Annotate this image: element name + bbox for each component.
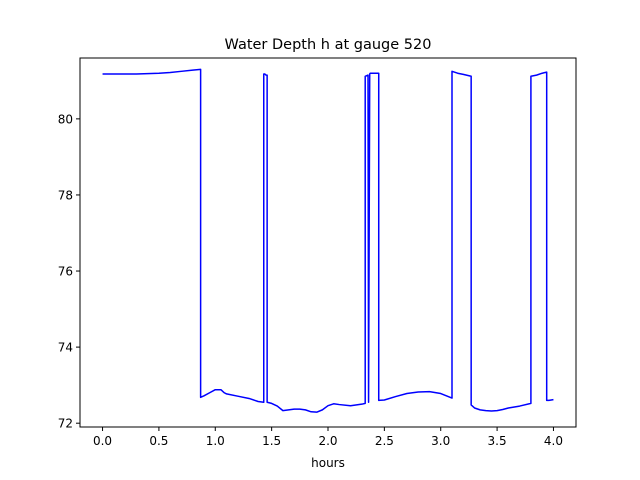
y-axis: 72 74 76 78 80 bbox=[58, 112, 80, 431]
x-tick-label: 3.0 bbox=[431, 434, 450, 448]
y-tick-label: 74 bbox=[58, 341, 73, 355]
y-tick-label: 76 bbox=[58, 265, 73, 279]
x-tick-label: 0.5 bbox=[149, 434, 168, 448]
x-axis-label: hours bbox=[311, 456, 345, 470]
plot-background bbox=[80, 58, 576, 427]
x-tick-label: 2.0 bbox=[318, 434, 337, 448]
y-tick-label: 78 bbox=[58, 188, 73, 202]
x-tick-label: 2.5 bbox=[375, 434, 394, 448]
chart-title: Water Depth h at gauge 520 bbox=[225, 37, 432, 53]
x-tick-label: 4.0 bbox=[544, 434, 563, 448]
y-tick-label: 72 bbox=[58, 417, 73, 431]
series-line-0 bbox=[102, 68, 554, 413]
x-tick-label: 0.0 bbox=[93, 434, 112, 448]
x-axis: 0.0 0.5 1.0 1.5 2.0 2.5 3.0 3.5 4.0 bbox=[93, 427, 563, 448]
plot-area bbox=[79, 57, 577, 428]
x-tick-label: 3.5 bbox=[488, 434, 507, 448]
y-tick-label: 80 bbox=[58, 112, 73, 126]
x-tick-label: 1.0 bbox=[206, 434, 225, 448]
x-tick-label: 1.5 bbox=[262, 434, 281, 448]
